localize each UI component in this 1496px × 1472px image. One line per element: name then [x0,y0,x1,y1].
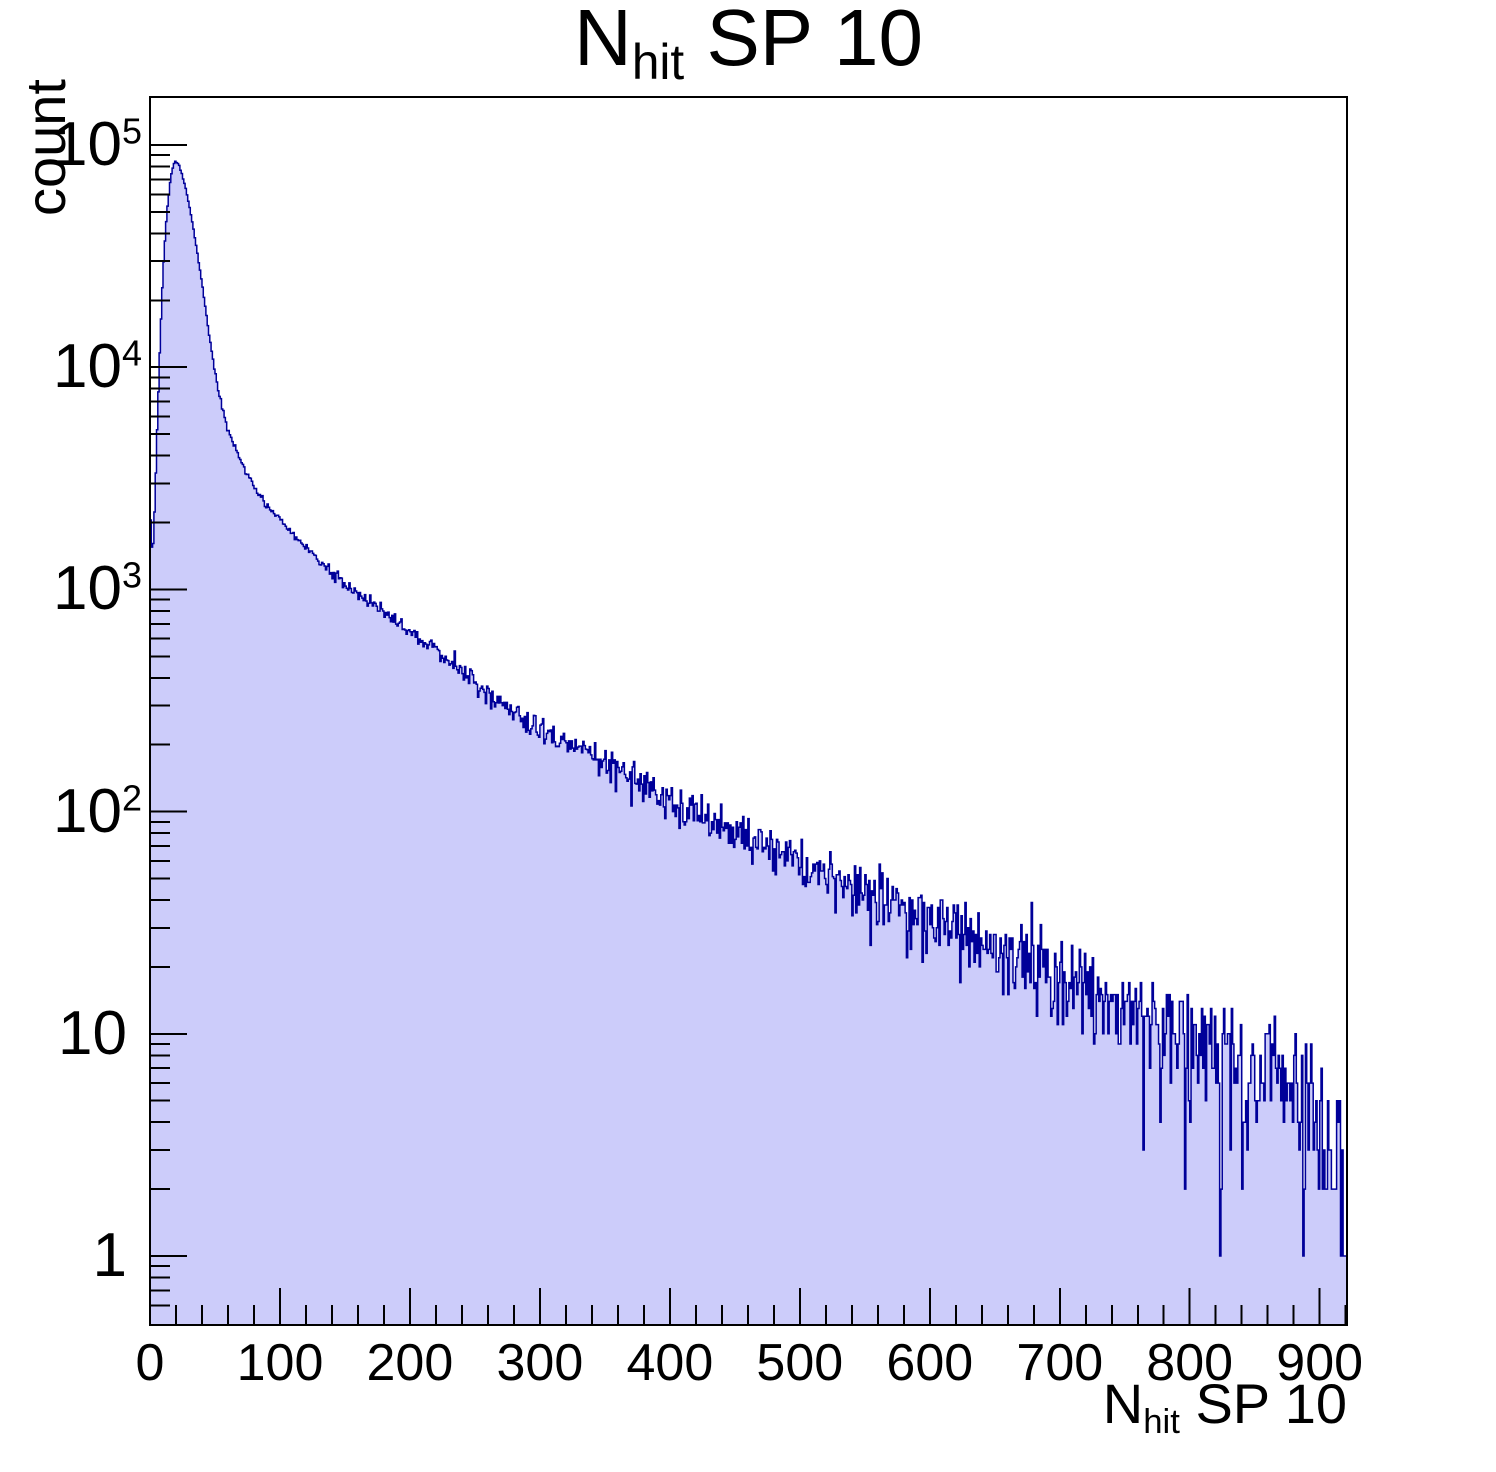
x-tick-label: 800 [1146,1334,1234,1392]
y-tick-label: 102 [53,776,142,846]
x-tick-label: 600 [886,1334,974,1392]
x-tick-label: 200 [366,1334,454,1392]
page-title: Nhit SP 10 [150,0,1347,90]
y-tick-label: 105 [53,110,142,179]
histogram-area [149,160,1348,1326]
x-title-subscript: hit [1143,1402,1180,1441]
x-title-main: N [1102,1372,1144,1435]
x-axis-title: Nhit SP 10 [0,1376,1347,1440]
y-tick-label: 103 [53,554,142,624]
x-tick-label: 100 [236,1334,324,1392]
y-tick-label: 10 [58,998,127,1068]
x-tick-label: 300 [496,1334,584,1392]
x-title-suffix: SP 10 [1179,1372,1347,1435]
y-tick-label: 104 [53,332,142,402]
x-tick-label: 900 [1276,1334,1364,1392]
x-tick-label: 500 [756,1334,844,1392]
x-tick-label: 400 [626,1334,714,1392]
title-subscript: hit [631,33,685,90]
title-main: N [574,0,632,82]
x-tick-label: 0 [135,1334,165,1392]
y-tick-label: 1 [92,1221,127,1290]
x-tick-label: 700 [1016,1334,1104,1392]
title-suffix: SP 10 [684,0,923,82]
axis-ticks [149,144,1347,1325]
